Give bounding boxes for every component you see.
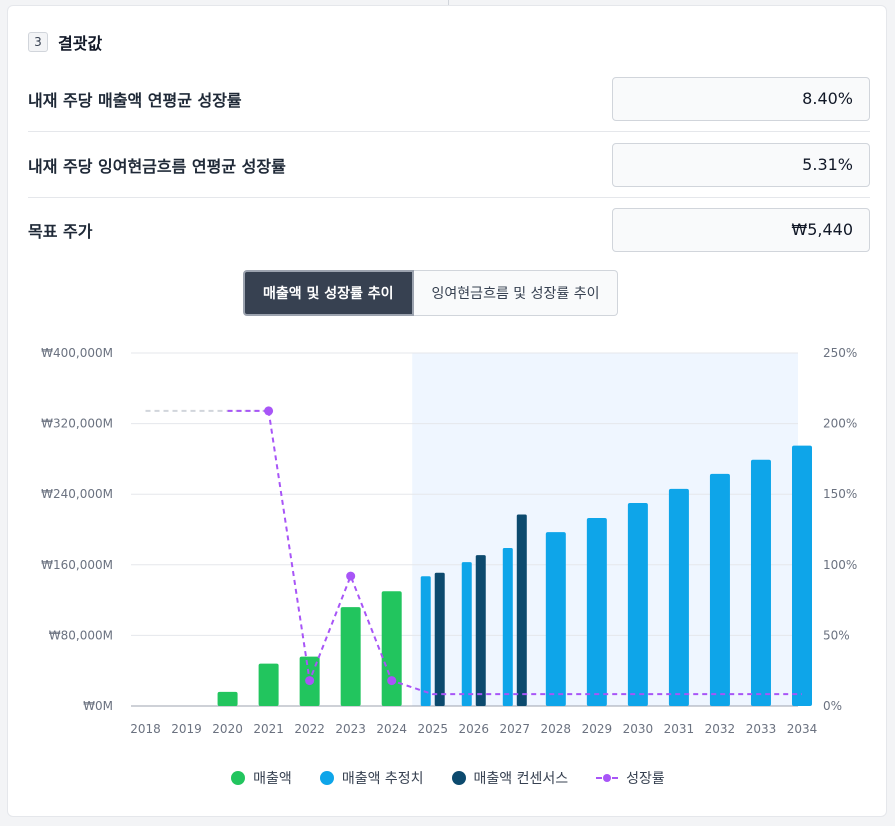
growth-point — [305, 676, 315, 686]
y-left-tick-label: ₩240,000M — [41, 487, 113, 501]
section-title: 결괏값 — [58, 34, 103, 53]
x-tick-label: 2027 — [500, 722, 531, 736]
result-value: 8.40% — [612, 76, 870, 121]
x-tick-label: 2026 — [458, 722, 489, 736]
blue-dot-icon — [319, 771, 334, 785]
result-card: 3 결괏값 내재 주당 매출액 연평균 성장률 8.40% 내재 주당 잉여현금… — [7, 5, 887, 817]
bar-estimate — [668, 488, 689, 706]
legend-item-actual[interactable]: 매출액 — [231, 768, 292, 788]
result-row-target-price: 목표 주가 ₩5,440 — [28, 197, 870, 262]
legend-item-consensus[interactable]: 매출액 컨센서스 — [451, 768, 569, 788]
bar-estimate — [586, 518, 607, 706]
growth-point — [264, 406, 274, 416]
bar-estimate — [545, 532, 566, 706]
bar-estimate — [420, 576, 431, 706]
x-tick-label: 2023 — [335, 722, 366, 736]
tab-fcf-growth[interactable]: 잉여현금흐름 및 성장률 추이 — [413, 270, 619, 316]
dashed-line-icon — [596, 771, 619, 785]
x-tick-label: 2028 — [541, 722, 572, 736]
chart-legend: 매출액 매출액 추정치 매출액 컨센서스 성장률 — [8, 768, 888, 788]
x-tick-label: 2025 — [417, 722, 448, 736]
legend-label: 매출액 — [253, 771, 292, 787]
legend-item-growth[interactable]: 성장률 — [596, 768, 665, 788]
result-row-fcf-cagr: 내재 주당 잉여현금흐름 연평균 성장률 5.31% — [28, 132, 870, 198]
x-tick-label: 2029 — [582, 722, 613, 736]
x-tick-label: 2031 — [664, 722, 695, 736]
result-label: 내재 주당 매출액 연평균 성장률 — [28, 90, 242, 110]
x-tick-label: 2024 — [376, 722, 407, 736]
bar-estimate — [627, 503, 648, 706]
bar-actual — [340, 607, 361, 706]
x-tick-label: 2033 — [746, 722, 777, 736]
bar-estimate — [750, 459, 771, 706]
y-right-tick-label: 150% — [823, 487, 857, 501]
y-right-tick-label: 200% — [823, 417, 857, 431]
bar-consensus — [434, 572, 445, 706]
sales-growth-chart: ₩0M ₩80,000M ₩160,000M ₩240,000M ₩320,000M ₩4… — [41, 346, 857, 736]
bar-actual — [258, 663, 279, 706]
bar-actual — [381, 591, 402, 706]
x-tick-label: 2020 — [212, 722, 243, 736]
y-left-tick-label: ₩320,000M — [41, 417, 113, 431]
result-row-sales-cagr: 내재 주당 매출액 연평균 성장률 8.40% — [28, 66, 870, 132]
bar-estimate — [709, 473, 730, 706]
green-dot-icon — [231, 771, 246, 785]
y-right-tick-label: 50% — [823, 628, 850, 642]
growth-line — [267, 410, 802, 696]
legend-label: 성장률 — [626, 771, 665, 787]
x-tick-label: 2019 — [171, 722, 202, 736]
bar-consensus — [516, 514, 527, 706]
y-left-tick-label: ₩400,000M — [41, 346, 113, 360]
y-left-tick-label: ₩160,000M — [41, 558, 113, 572]
y-right-tick-label: 250% — [823, 346, 857, 360]
bar-estimate — [792, 445, 812, 706]
y-left-tick-label: ₩80,000M — [49, 628, 113, 642]
bar-estimate — [461, 562, 472, 706]
navy-dot-icon — [451, 771, 466, 785]
section-header: 3 결괏값 — [28, 30, 102, 54]
result-value: ₩5,440 — [612, 207, 870, 252]
x-tick-label: 2030 — [623, 722, 654, 736]
legend-item-estimate[interactable]: 매출액 추정치 — [319, 768, 424, 788]
legend-label: 매출액 컨센서스 — [473, 771, 569, 787]
growth-point — [387, 676, 397, 686]
y-left-tick-label: ₩0M — [83, 699, 113, 713]
result-label: 내재 주당 잉여현금흐름 연평균 성장률 — [28, 156, 286, 176]
result-value: 5.31% — [612, 142, 870, 187]
growth-point — [346, 571, 356, 581]
x-tick-label: 2034 — [787, 722, 818, 736]
x-tick-label: 2022 — [294, 722, 325, 736]
top-divider — [448, 0, 449, 5]
x-tick-label: 2018 — [130, 722, 161, 736]
x-tick-label: 2032 — [705, 722, 736, 736]
y-right-tick-label: 0% — [823, 699, 842, 713]
bar-estimate — [502, 548, 513, 706]
result-label: 목표 주가 — [28, 221, 93, 241]
bar-consensus — [475, 555, 486, 706]
section-number: 3 — [28, 32, 48, 52]
y-right-tick-label: 100% — [823, 558, 857, 572]
chart-tabs: 매출액 및 성장률 추이 잉여현금흐름 및 성장률 추이 — [243, 270, 619, 316]
x-tick-label: 2021 — [253, 722, 284, 736]
legend-label: 매출액 추정치 — [341, 771, 424, 787]
bar-actual — [217, 691, 238, 706]
tab-sales-growth[interactable]: 매출액 및 성장률 추이 — [243, 270, 414, 316]
